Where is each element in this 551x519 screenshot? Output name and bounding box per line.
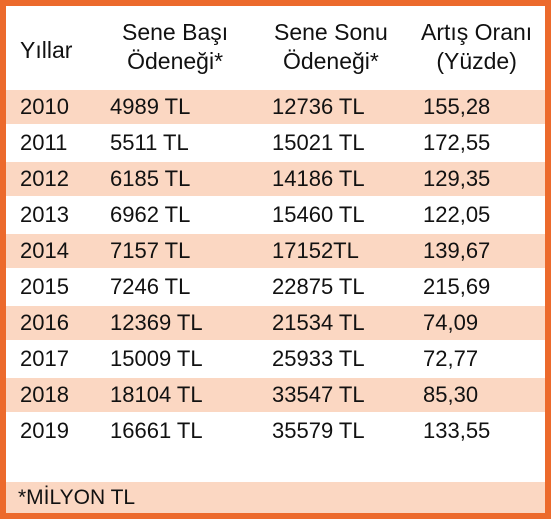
cell-increase-rate: 155,28: [423, 94, 491, 119]
cell-end-allocation: 15021 TL: [272, 130, 365, 155]
table-row: 2015 7246 TL 22875 TL 215,69: [6, 270, 545, 304]
cell-end-allocation: 14186 TL: [272, 166, 365, 191]
cell-increase-rate: 122,05: [423, 202, 491, 227]
header-increase-rate: Artış Oranı (Yüzde): [421, 18, 532, 76]
table-row: 2014 7157 TL 17152TL 139,67: [6, 234, 545, 268]
cell-increase-rate: 172,55: [423, 130, 491, 155]
cell-year: 2015: [20, 274, 69, 299]
cell-increase-rate: 74,09: [423, 310, 479, 335]
cell-increase-rate: 215,69: [423, 274, 491, 299]
table-row: 2019 16661 TL 35579 TL 133,55: [6, 414, 545, 448]
cell-start-allocation: 6962 TL: [110, 202, 191, 227]
table-row: 2012 6185 TL 14186 TL 129,35: [6, 162, 545, 196]
cell-start-allocation: 7246 TL: [110, 274, 191, 299]
header-end-allocation: Sene Sonu Ödeneği*: [274, 18, 388, 76]
cell-year: 2017: [20, 346, 69, 371]
cell-start-allocation: 5511 TL: [110, 130, 189, 155]
header-start-line2: Ödeneği*: [127, 48, 224, 74]
table-body: 2010 4989 TL 12736 TL 155,28 2011 5511 T…: [6, 90, 545, 450]
cell-start-allocation: 12369 TL: [110, 310, 203, 335]
cell-end-allocation: 35579 TL: [272, 418, 365, 443]
cell-start-allocation: 16661 TL: [110, 418, 203, 443]
cell-increase-rate: 85,30: [423, 382, 479, 407]
cell-end-allocation: 33547 TL: [272, 382, 365, 407]
cell-year: 2012: [20, 166, 69, 191]
footnote-text: *MİLYON TL: [18, 486, 136, 509]
cell-year: 2014: [20, 238, 69, 263]
header-start-line1: Sene Başı: [122, 19, 229, 45]
cell-increase-rate: 72,77: [423, 346, 479, 371]
cell-start-allocation: 6185 TL: [110, 166, 191, 191]
cell-start-allocation: 4989 TL: [110, 94, 191, 119]
header-years: Yıllar: [20, 36, 72, 65]
cell-increase-rate: 139,67: [423, 238, 491, 263]
cell-end-allocation: 17152TL: [272, 238, 359, 263]
cell-year: 2013: [20, 202, 69, 227]
cell-year: 2018: [20, 382, 69, 407]
header-rate-line1: Artış Oranı: [421, 19, 533, 45]
cell-end-allocation: 21534 TL: [272, 310, 365, 335]
cell-end-allocation: 22875 TL: [272, 274, 365, 299]
cell-start-allocation: 18104 TL: [110, 382, 203, 407]
table-row: 2010 4989 TL 12736 TL 155,28: [6, 90, 545, 124]
table-row: 2017 15009 TL 25933 TL 72,77: [6, 342, 545, 376]
header-start-allocation: Sene Başı Ödeneği*: [122, 18, 228, 76]
cell-end-allocation: 12736 TL: [272, 94, 365, 119]
cell-year: 2019: [20, 418, 69, 443]
cell-year: 2016: [20, 310, 69, 335]
header-years-label: Yıllar: [20, 37, 73, 63]
table-footnote: *MİLYON TL: [6, 482, 545, 513]
cell-year: 2010: [20, 94, 69, 119]
header-end-line1: Sene Sonu: [274, 19, 388, 45]
table-row: 2011 5511 TL 15021 TL 172,55: [6, 126, 545, 160]
cell-start-allocation: 15009 TL: [110, 346, 203, 371]
header-rate-line2: (Yüzde): [436, 48, 517, 74]
header-end-line2: Ödeneği*: [282, 48, 379, 74]
cell-increase-rate: 133,55: [423, 418, 491, 443]
cell-end-allocation: 25933 TL: [272, 346, 365, 371]
table-row: 2016 12369 TL 21534 TL 74,09: [6, 306, 545, 340]
cell-increase-rate: 129,35: [423, 166, 491, 191]
cell-end-allocation: 15460 TL: [272, 202, 365, 227]
table-header: Yıllar Sene Başı Ödeneği* Sene Sonu Öden…: [6, 6, 545, 88]
cell-year: 2011: [20, 130, 68, 155]
table-row: 2018 18104 TL 33547 TL 85,30: [6, 378, 545, 412]
table-row: 2013 6962 TL 15460 TL 122,05: [6, 198, 545, 232]
cell-start-allocation: 7157 TL: [110, 238, 191, 263]
